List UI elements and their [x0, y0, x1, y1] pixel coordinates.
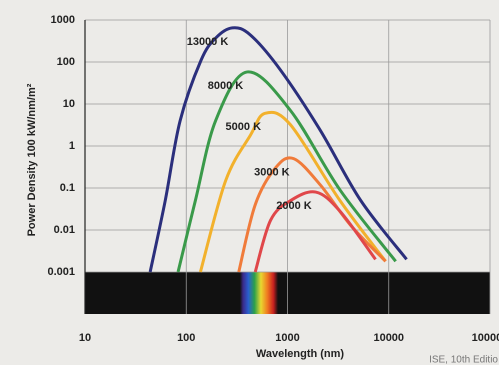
series-label: 13000 K: [187, 36, 229, 48]
y-tick-label: 10: [63, 98, 75, 110]
curve: [255, 192, 375, 272]
y-tick-label: 0.01: [54, 224, 75, 236]
chart: 13000 K 8000 K 5000 K 3000 K 2000 K Waveleng…: [0, 0, 499, 365]
footer: ISE, 10th Editio: [429, 355, 498, 365]
x-tick-label: 10000: [373, 332, 404, 344]
x-axis-label: Wavelength (nm): [256, 348, 345, 360]
y-axis-label: Power Density 100 kW/nm/m²: [26, 83, 38, 236]
y-tick-label: 1: [69, 140, 75, 152]
x-tick-label: 100: [177, 332, 195, 344]
visible-spectrum: [240, 272, 278, 314]
series-label: 5000 K: [226, 121, 262, 133]
x-tick-label: 10: [79, 332, 91, 344]
x-tick-label: 100000: [472, 332, 499, 344]
x-tick-label: 1000: [275, 332, 299, 344]
y-tick-label: 100: [57, 56, 75, 68]
series-label: 3000 K: [254, 167, 290, 179]
series-label: 2000 K: [276, 200, 312, 212]
y-tick-label: 1000: [51, 14, 75, 26]
series-label: 8000 K: [208, 80, 244, 92]
y-tick-label: 0.1: [60, 182, 75, 194]
curve: [200, 112, 385, 272]
y-tick-label: 0.001: [47, 266, 75, 278]
curve: [150, 28, 406, 272]
